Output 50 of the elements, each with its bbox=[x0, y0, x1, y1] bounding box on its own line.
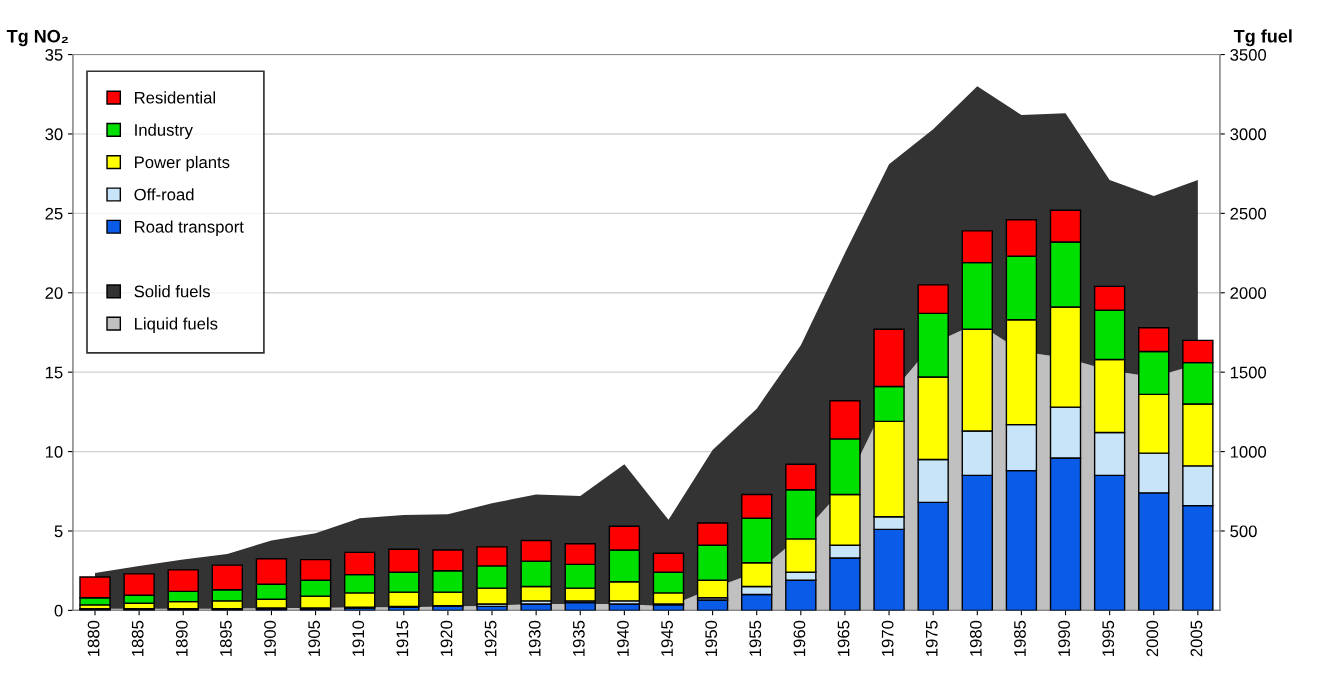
x-tick-label: 1880 bbox=[87, 620, 100, 656]
x-tick-label: 1910 bbox=[352, 620, 365, 656]
y-tick-label: 15 bbox=[45, 366, 63, 379]
x-tick-label: 1920 bbox=[440, 620, 453, 656]
x-tick-label: 1960 bbox=[793, 620, 806, 656]
x-tick-label: 1945 bbox=[661, 620, 673, 656]
x-tick-label: 1980 bbox=[969, 620, 982, 656]
x-tick-label: 1995 bbox=[1102, 620, 1115, 656]
y2-tick-label: 1000 bbox=[1230, 445, 1267, 458]
legend-label: Power plants bbox=[135, 155, 230, 172]
y2-tick-label: 3000 bbox=[1230, 128, 1267, 141]
x-tick-label: 1890 bbox=[175, 620, 188, 656]
x-tick-label: 1905 bbox=[308, 620, 321, 656]
y-tick-label: 20 bbox=[45, 287, 63, 299]
y2-tick-label: 2500 bbox=[1230, 207, 1267, 220]
legend-label: Off-road bbox=[134, 188, 194, 201]
y-axis-title: Tg NO₂ bbox=[6, 29, 68, 47]
legend-label: Industry bbox=[135, 123, 193, 140]
legend-label: Road transport bbox=[135, 220, 244, 237]
x-tick-label: 1900 bbox=[264, 620, 276, 656]
y-tick-label: 30 bbox=[45, 128, 63, 141]
y2-tick-label: 1500 bbox=[1230, 366, 1267, 379]
y-tick-label: 5 bbox=[54, 525, 63, 538]
y-tick-label: 10 bbox=[45, 445, 63, 458]
y-tick-label: 0 bbox=[54, 604, 63, 617]
legend-label: Solid fuels bbox=[134, 285, 210, 298]
x-tick-label: 1930 bbox=[528, 620, 541, 656]
x-tick-label: 1940 bbox=[617, 620, 629, 656]
x-tick-label: 1885 bbox=[131, 620, 144, 656]
x-tick-label: 1935 bbox=[572, 620, 585, 656]
x-tick-label: 1915 bbox=[396, 620, 409, 656]
x-tick-label: 1895 bbox=[220, 620, 232, 656]
y2-tick-label: 500 bbox=[1230, 525, 1257, 538]
y2-tick-label: 3500 bbox=[1230, 48, 1267, 61]
legend-label: Liquid fuels bbox=[135, 317, 218, 333]
legend-label: Residential bbox=[135, 91, 216, 104]
x-tick-label: 1925 bbox=[484, 620, 497, 656]
x-tick-label: 2000 bbox=[1146, 620, 1159, 657]
x-tick-label: 2005 bbox=[1190, 620, 1203, 657]
x-tick-label: 1955 bbox=[749, 620, 762, 656]
x-tick-label: 1970 bbox=[881, 620, 894, 656]
y-tick-label: 35 bbox=[45, 48, 63, 61]
x-tick-label: 1975 bbox=[925, 620, 938, 656]
x-tick-label: 1990 bbox=[1058, 620, 1070, 656]
y-tick-label: 25 bbox=[45, 207, 63, 220]
y2-tick-label: 2000 bbox=[1230, 287, 1267, 299]
x-tick-label: 1985 bbox=[1014, 620, 1026, 656]
y2-axis-title: Tg fuel bbox=[1233, 29, 1292, 47]
x-tick-label: 1950 bbox=[705, 620, 718, 656]
x-tick-label: 1965 bbox=[837, 620, 850, 656]
